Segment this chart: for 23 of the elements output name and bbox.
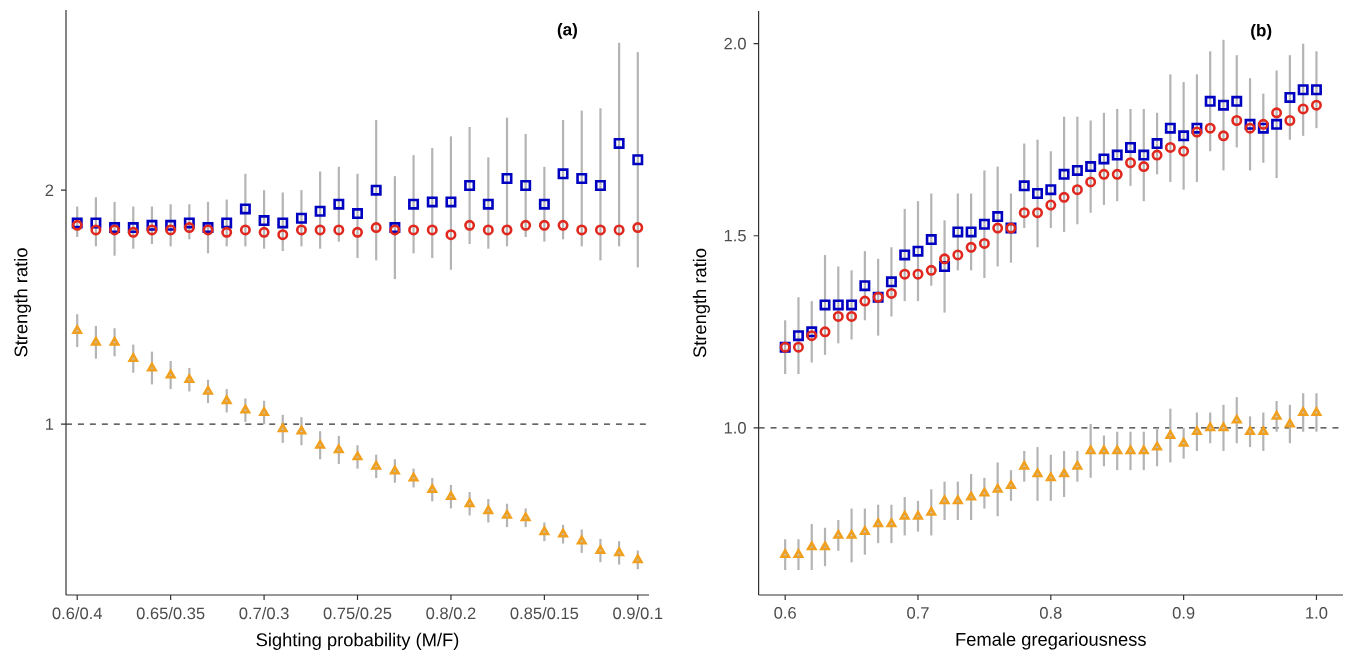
y-tick-label: 2.0 bbox=[724, 37, 746, 50]
x-tick-label: 0.6 bbox=[774, 607, 796, 619]
x-tick-label: 0.9/0.1 bbox=[613, 607, 663, 620]
y-axis-title: Strength ratio bbox=[692, 248, 710, 358]
x-axis-title: Sighting probability (M/F) bbox=[256, 632, 459, 650]
x-tick-label: 0.7 bbox=[907, 607, 929, 619]
y-tick-label: 1 bbox=[46, 418, 54, 430]
y-tick-label: 1.0 bbox=[724, 422, 746, 434]
text: (a) bbox=[557, 22, 577, 39]
x-tick-label: 0.6/0.4 bbox=[52, 607, 103, 620]
y-tick-label: 1.5 bbox=[724, 229, 746, 242]
x-tick-label: 0.8/0.2 bbox=[426, 607, 476, 620]
x-axis-title: Female gregariousness bbox=[956, 632, 1146, 650]
x-tick-label: 0.65/0.35 bbox=[136, 607, 205, 620]
x-tick-label: 0.75/0.25 bbox=[323, 607, 392, 620]
y-tick-label: 2 bbox=[45, 184, 54, 196]
x-tick-label: 0.9 bbox=[1172, 607, 1195, 619]
x-tick-label: 0.85/0.15 bbox=[510, 607, 579, 620]
x-tick-label: 0.7/0.3 bbox=[239, 607, 289, 620]
text: (b) bbox=[1251, 23, 1272, 40]
x-tick-label: 1.0 bbox=[1306, 607, 1328, 619]
y-axis-title: Strength ratio bbox=[13, 248, 32, 357]
x-tick-label: 0.8 bbox=[1039, 607, 1062, 619]
